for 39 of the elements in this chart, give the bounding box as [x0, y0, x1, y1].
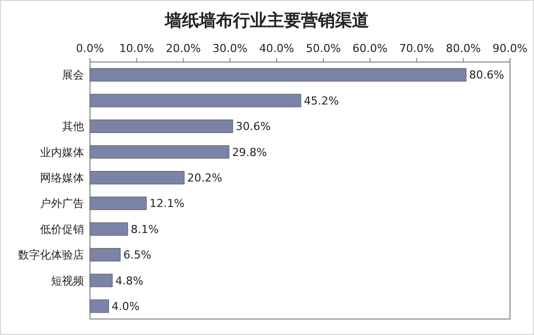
- x-tick-label: 60.0%: [352, 42, 388, 55]
- y-tick-label: 网络媒体: [40, 172, 84, 184]
- x-tick-label: 10.0%: [119, 42, 154, 55]
- chart-title: 墙纸墙布行业主要营销渠道: [164, 11, 369, 31]
- bar: [90, 145, 230, 159]
- bar: [90, 222, 128, 236]
- data-label: 80.6%: [469, 68, 504, 82]
- y-tick-label: 短视频: [51, 274, 84, 288]
- bar: [90, 68, 466, 82]
- x-tick-label: 90.0%: [492, 42, 528, 55]
- bar: [90, 299, 109, 313]
- bar: [90, 170, 185, 184]
- y-tick-label: 数字化体验店: [18, 248, 84, 262]
- y-tick-label: 户外广告: [40, 197, 84, 210]
- bar: [90, 120, 234, 133]
- y-tick-label: 业内媒体: [40, 146, 84, 159]
- x-tick-label: 20.0%: [166, 42, 201, 55]
- data-label: 4.8%: [115, 274, 144, 288]
- data-label: 20.2%: [187, 172, 222, 184]
- data-label: 12.1%: [149, 197, 184, 210]
- bar: [90, 94, 302, 108]
- data-label: 8.1%: [130, 222, 159, 236]
- data-label: 29.8%: [232, 146, 268, 159]
- bar: [90, 274, 113, 288]
- y-tick-label: 低价促销: [40, 222, 84, 236]
- y-tick-label: 其他: [62, 120, 84, 134]
- x-tick-label: 30.0%: [212, 42, 248, 55]
- data-label: 6.5%: [123, 248, 152, 262]
- x-tick-label: 80.0%: [446, 42, 481, 55]
- x-tick-label: 0.0%: [76, 42, 104, 55]
- x-tick-label: 40.0%: [259, 42, 294, 55]
- x-tick-label: 70.0%: [399, 42, 434, 55]
- data-label: 45.2%: [304, 94, 339, 108]
- bar: [90, 248, 121, 262]
- x-tick-label: 50.0%: [306, 42, 341, 55]
- y-tick-label: 展会: [62, 68, 84, 82]
- data-label: 30.6%: [236, 120, 271, 134]
- data-label: 4.0%: [112, 300, 140, 313]
- bar: [90, 196, 147, 210]
